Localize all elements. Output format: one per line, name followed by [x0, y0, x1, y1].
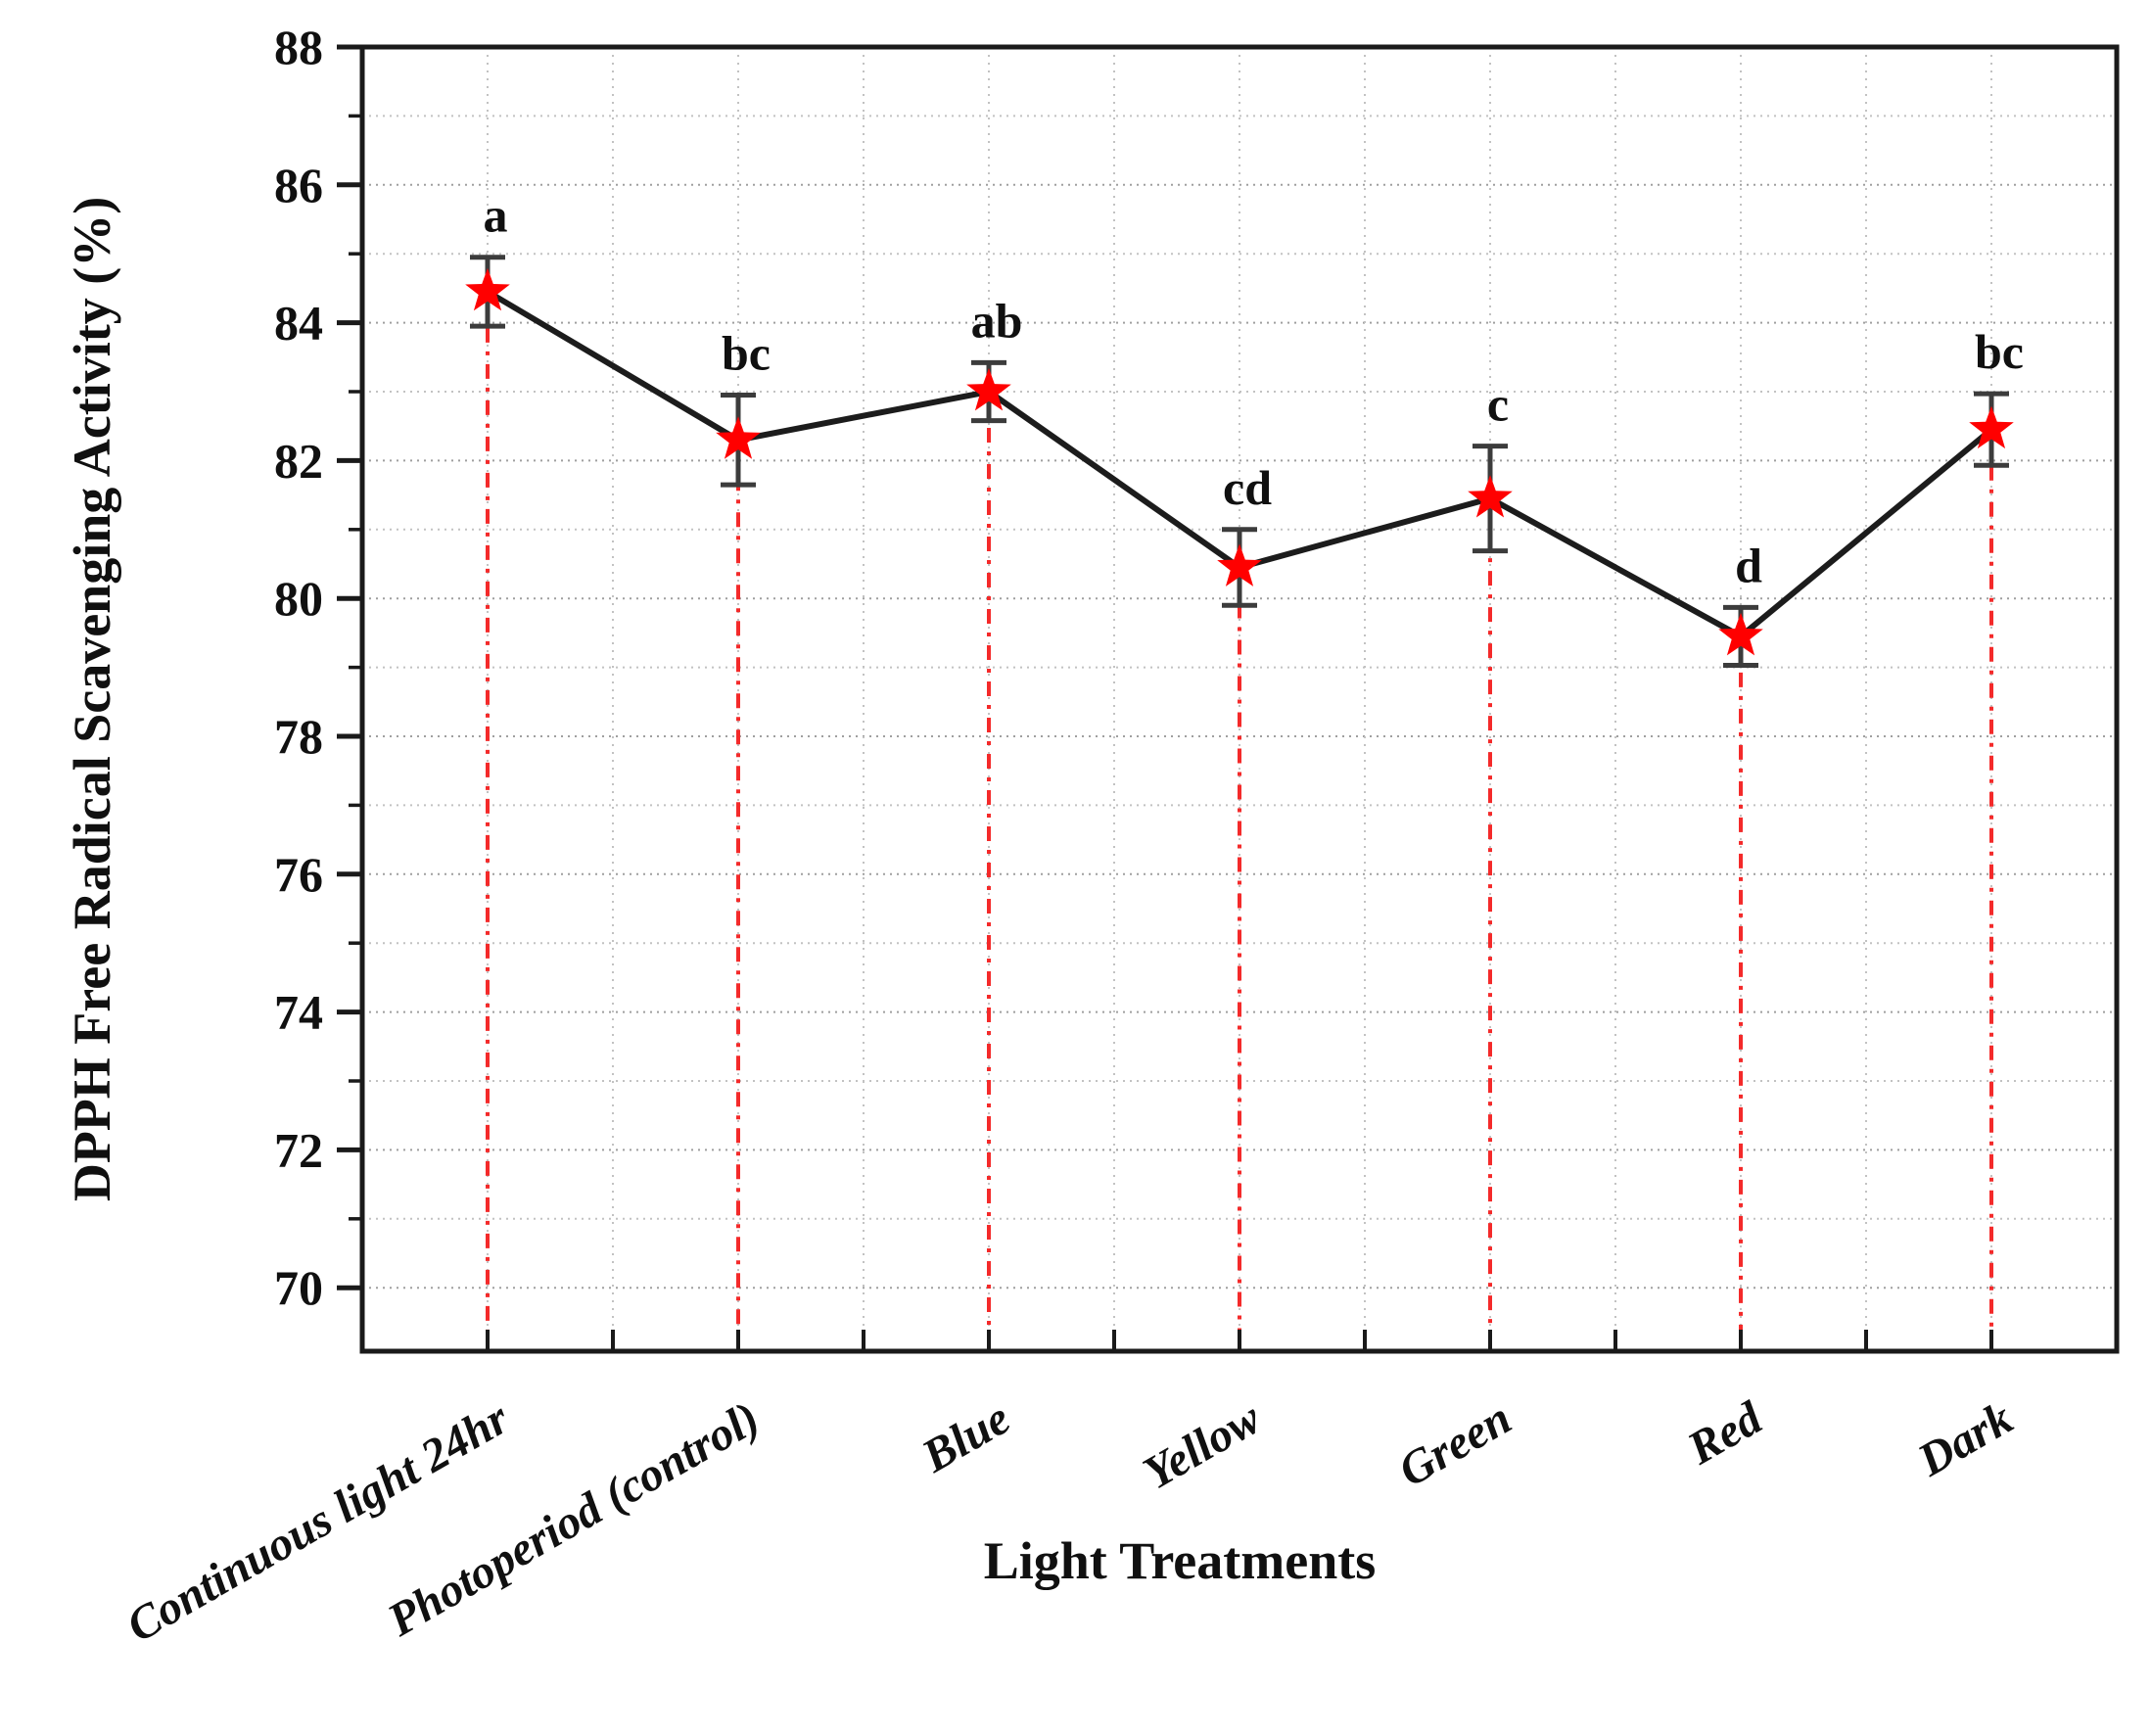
y-tick-label: 82 [274, 433, 323, 488]
y-axis-title: DPPH Free Radical Scavenging Activity (%… [63, 197, 121, 1201]
y-tick-label: 76 [274, 847, 323, 902]
x-axis-title: Light Treatments [984, 1531, 1377, 1590]
star-marker [966, 368, 1011, 411]
y-tick-label: 86 [274, 158, 323, 212]
x-category-label: Red [1678, 1391, 1771, 1476]
significance-letter: d [1735, 538, 1762, 592]
y-tick-label: 80 [274, 571, 323, 626]
x-category-label: Green [1390, 1392, 1520, 1497]
y-tick-label: 88 [274, 20, 323, 74]
star-marker [716, 416, 761, 459]
significance-letter: c [1487, 377, 1509, 432]
significance-letter: a [484, 188, 508, 243]
y-tick-label: 70 [274, 1260, 323, 1315]
y-tick-label: 78 [274, 709, 323, 764]
x-category-label: Blue [912, 1392, 1018, 1483]
significance-letter: cd [1223, 460, 1272, 515]
plot-area: abcabcdcdbc70727476788082848688Continuou… [118, 20, 2120, 1653]
y-tick-label: 74 [274, 985, 323, 1040]
significance-letter: bc [1975, 324, 2024, 379]
star-marker [1468, 475, 1513, 518]
y-tick-label: 84 [274, 296, 323, 351]
star-marker [1718, 612, 1763, 656]
significance-letter: bc [722, 326, 771, 381]
star-marker [1969, 405, 2014, 449]
star-marker [465, 267, 510, 311]
y-tick-label: 72 [274, 1122, 323, 1177]
x-category-label: Yellow [1135, 1391, 1270, 1499]
x-category-label: Dark [1908, 1392, 2021, 1487]
significance-letter: ab [971, 293, 1023, 348]
star-marker [1217, 543, 1262, 586]
